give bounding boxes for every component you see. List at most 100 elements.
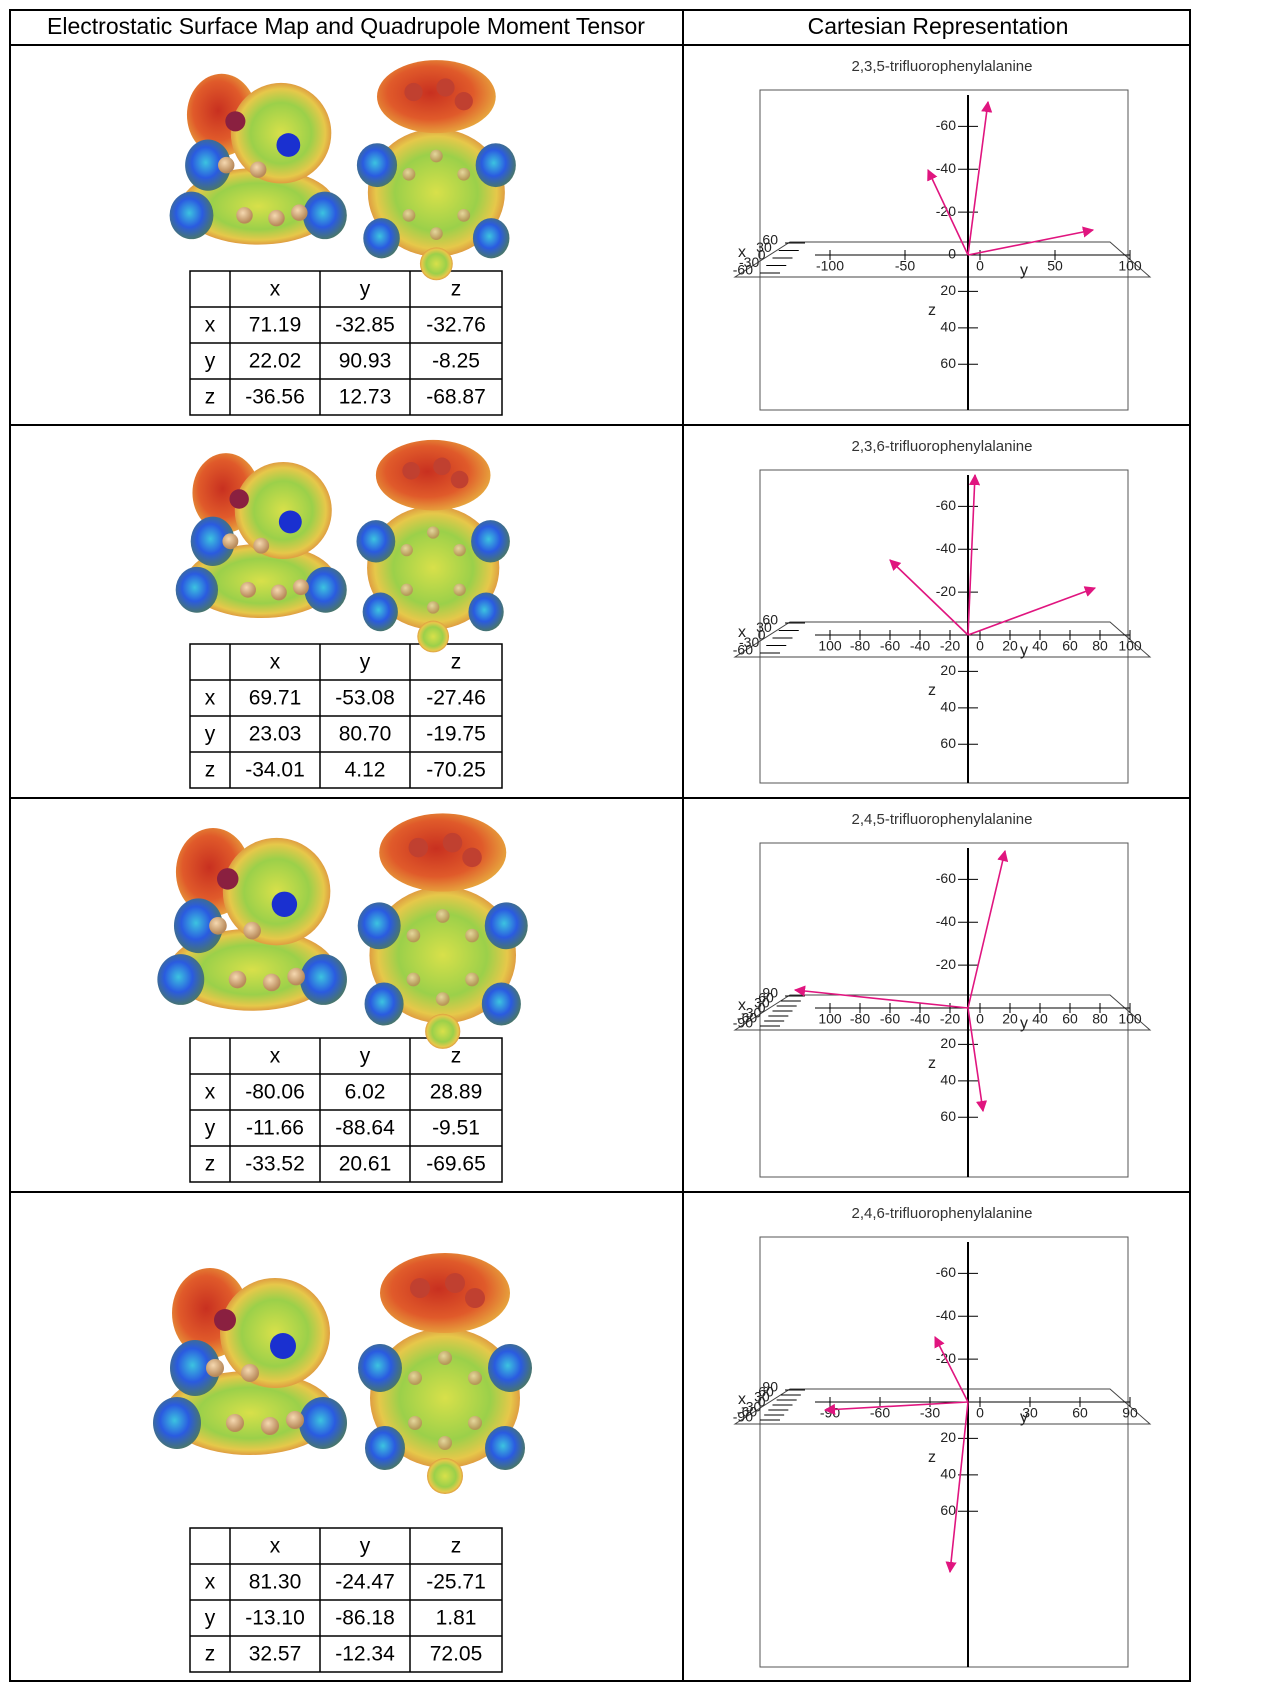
tick-label: -60 (936, 497, 956, 513)
surface (356, 520, 395, 562)
tick-label: -60 (880, 1011, 900, 1027)
surface (363, 218, 400, 258)
tick-label: -50 (895, 258, 915, 274)
column-header: z (451, 651, 462, 674)
tick-label: -60 (880, 638, 900, 654)
tick-label: -20 (940, 1011, 960, 1027)
surface (377, 60, 496, 133)
atom (270, 1333, 296, 1359)
tick-label: -90 (820, 1405, 840, 1421)
atom (453, 544, 465, 556)
tensor-value: -88.64 (335, 1117, 395, 1140)
row-header: z (205, 1153, 216, 1176)
tick-label: -60 (936, 117, 956, 133)
tensor-value: -68.87 (426, 386, 486, 409)
atom (436, 992, 450, 1006)
surface (303, 192, 347, 240)
row-header: y (205, 1117, 216, 1140)
axis-label: y (1020, 262, 1028, 279)
surface (485, 1426, 525, 1470)
plot-title: 2,4,5-trifluorophenylalanine (852, 811, 1033, 828)
atom (408, 1371, 422, 1385)
tick-label: 60 (940, 1502, 956, 1518)
tick-label: 60 (1072, 1405, 1088, 1421)
atom (261, 1417, 279, 1435)
surface (231, 83, 331, 184)
header-left: Electrostatic Surface Map and Quadrupole… (47, 13, 645, 39)
surface (427, 1458, 463, 1494)
column-header: x (270, 1045, 281, 1068)
tensor-value: 4.12 (345, 759, 386, 782)
tick-label: 0 (976, 258, 984, 274)
atom (438, 1436, 452, 1450)
atom (409, 838, 429, 858)
surface-map (176, 440, 510, 653)
tensor-value: 20.61 (339, 1153, 392, 1176)
tick-label: 60 (940, 735, 956, 751)
atom (438, 1351, 452, 1365)
row-header: x (205, 314, 216, 337)
surface (176, 567, 218, 613)
atom (293, 579, 309, 595)
surface (300, 954, 347, 1005)
row-header: z (205, 1643, 216, 1666)
axis-label: z (928, 1055, 936, 1072)
tensor-value: 1.81 (436, 1607, 477, 1630)
tensor-value: -33.52 (245, 1153, 305, 1176)
surface (358, 902, 401, 949)
surface (485, 902, 528, 949)
vector-arrow (825, 1402, 968, 1410)
surface (235, 462, 332, 559)
tensor-value: -32.85 (335, 314, 395, 337)
column-header: y (360, 278, 371, 301)
atom (206, 1359, 224, 1377)
atom (443, 833, 463, 853)
tensor-value: -80.06 (245, 1081, 305, 1104)
atom (430, 227, 443, 240)
tensor-value: -69.65 (426, 1153, 486, 1176)
tensor-value: -12.34 (335, 1643, 395, 1666)
plot-plane (735, 242, 1150, 277)
vector-arrow (968, 102, 988, 255)
row-header: z (205, 759, 216, 782)
atom (287, 968, 305, 986)
tick-label: 20 (940, 662, 956, 678)
surface (488, 1344, 532, 1392)
atom (209, 917, 227, 935)
tick-label: -20 (936, 583, 956, 599)
tick-label: 100 (1118, 1011, 1142, 1027)
vector-arrow (968, 588, 1095, 635)
tensor-value: 71.19 (249, 314, 302, 337)
axis-label: y (1020, 1409, 1028, 1426)
page: {"header": {"left": "Electrostatic Surfa… (0, 0, 1272, 1682)
surface (379, 813, 506, 891)
atom (433, 458, 451, 476)
tensor-value: 32.57 (249, 1643, 302, 1666)
row-header: x (205, 1081, 216, 1104)
surface (417, 621, 449, 653)
tensor-value: -70.25 (426, 759, 486, 782)
vector-arrow (968, 475, 975, 635)
surface (363, 592, 398, 631)
surface (153, 1397, 201, 1449)
surface (376, 440, 491, 511)
row-header: z (205, 386, 216, 409)
tick-label: 20 (940, 1035, 956, 1051)
tick-label: 80 (1092, 1011, 1108, 1027)
tick-label: 40 (940, 699, 956, 715)
atom (451, 471, 469, 489)
atom (229, 489, 248, 508)
tensor-value: 80.70 (339, 723, 392, 746)
tensor-value: -25.71 (426, 1571, 486, 1594)
surface (299, 1397, 347, 1449)
tick-label: -60 (936, 1264, 956, 1280)
atom (403, 209, 416, 222)
tensor-value: -11.66 (246, 1117, 304, 1140)
row-header: y (205, 723, 216, 746)
surface-map (153, 1253, 532, 1494)
surface (425, 1014, 460, 1049)
tick-label: 80 (1092, 638, 1108, 654)
atom (410, 1278, 430, 1298)
tick-label: 60 (1062, 1011, 1078, 1027)
tensor-value: 22.02 (249, 350, 302, 373)
